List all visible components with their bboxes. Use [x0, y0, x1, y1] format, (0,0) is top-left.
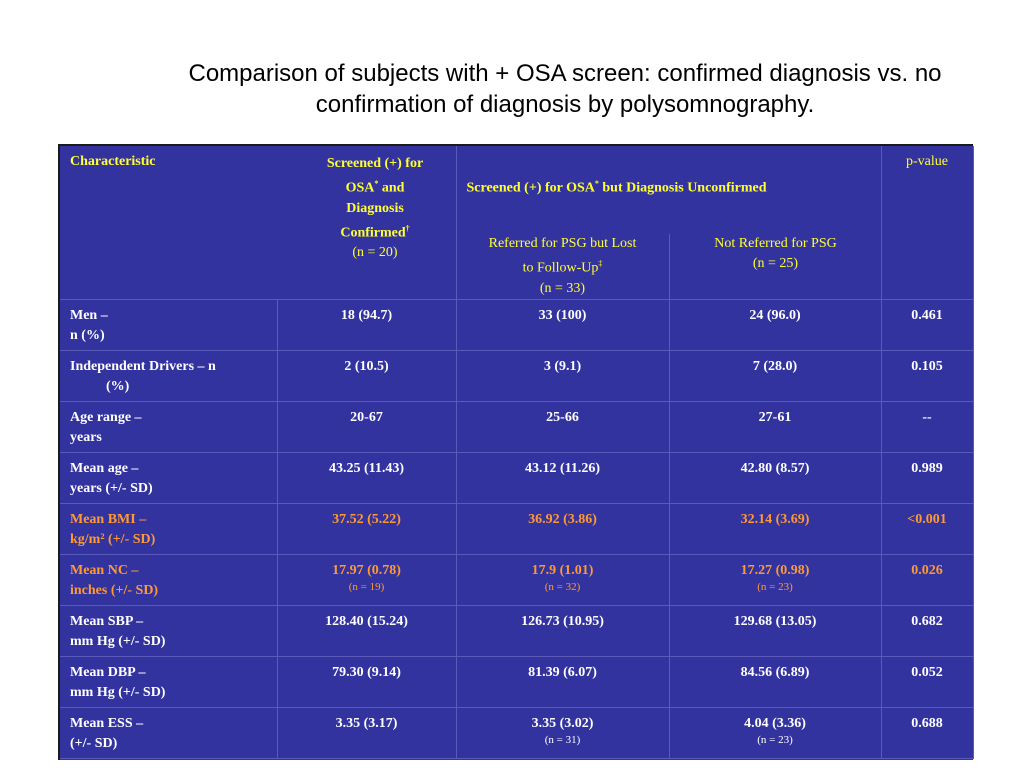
cell-lost: 81.39 (6.07) [528, 664, 597, 680]
table-row-highlight: Mean BMI – kg/m² (+/- SD) 37.52 (5.22) 36… [60, 503, 974, 555]
slide-title: Comparison of subjects with + OSA screen… [110, 58, 1020, 120]
cell-n: (n = 19) [348, 580, 385, 593]
header-lost-n: (n = 33) [539, 280, 586, 296]
header-confirmed-line4: Confirmed† [340, 223, 410, 241]
header-lost-line1: Referred for PSG but Lost [488, 236, 637, 251]
cell-n: (n = 31) [544, 733, 581, 746]
cell-confirmed: 18 (94.7) [340, 307, 393, 323]
cell-pvalue: -- [922, 409, 932, 425]
cell-pvalue: 0.989 [911, 460, 943, 476]
row-label: Men – n (%) [70, 307, 108, 343]
cell-confirmed: 17.97 (0.78) (n = 19) [278, 555, 456, 594]
cell-n: (n = 23) [757, 580, 793, 593]
cell-pvalue: 0.461 [911, 307, 943, 323]
cell-n: (n = 23) [757, 733, 793, 746]
cell-notref: 7 (28.0) [752, 358, 798, 374]
header-unconfirmed: Screened (+) for OSA* but Diagnosis Unco… [456, 146, 882, 300]
header-row: Characteristic Screened (+) for OSA* and… [60, 146, 974, 300]
cell-lost: 3 (9.1) [543, 358, 582, 374]
header-notref-line1: Not Referred for PSG [714, 236, 837, 251]
row-label: Mean DBP – mm Hg (+/- SD) [70, 664, 166, 700]
row-label: Mean BMI – kg/m² (+/- SD) [70, 511, 156, 547]
title-line-2: confirmation of diagnosis by polysomnogr… [315, 91, 815, 118]
cell-confirmed: 20-67 [350, 409, 383, 425]
cell-notref: 32.14 (3.69) [740, 511, 810, 527]
header-pvalue: p-value [906, 154, 948, 169]
header-characteristic-confirmed: Characteristic Screened (+) for OSA* and… [60, 146, 457, 300]
cell-pvalue: 0.688 [911, 715, 943, 731]
row-label: Independent Drivers – n (%) [70, 358, 216, 394]
row-label: Age range – years [70, 409, 142, 445]
cell-pvalue: 0.105 [911, 358, 943, 374]
header-confirmed-line1: Screened (+) for [326, 156, 424, 171]
header-lost-line2: to Follow-Up‡ [522, 259, 603, 276]
cell-pvalue: 0.052 [911, 664, 943, 680]
table-row: Mean ESS – (+/- SD) 3.35 (3.17) 3.35 (3.0… [60, 707, 974, 759]
header-confirmed-n: (n = 20) [352, 245, 398, 261]
cell-n: (n = 32) [544, 580, 581, 593]
table-row: Age range – years 20-67 25-66 27-61 -- [60, 401, 974, 453]
cell-pvalue: 0.026 [911, 562, 943, 578]
cell-confirmed: 128.40 (15.24) [325, 613, 408, 629]
cell-notref: 24 (96.0) [749, 307, 801, 323]
row-label: Mean NC – inches (+/- SD) [70, 562, 159, 598]
comparison-table: Characteristic Screened (+) for OSA* and… [58, 144, 974, 760]
row-label: Mean age – years (+/- SD) [70, 460, 153, 496]
cell-confirmed: 43.25 (11.43) [328, 460, 405, 476]
cell-notref: 4.04 (3.36) (n = 23) [670, 708, 881, 747]
row-label: Mean SBP – mm Hg (+/- SD) [70, 613, 166, 649]
cell-notref: 17.27 (0.98) (n = 23) [670, 555, 881, 594]
table-row: Men – n (%) 18 (94.7) 33 (100) 24 (96.0) … [60, 299, 974, 351]
header-notref-n: (n = 25) [752, 256, 799, 271]
cell-pvalue: 0.682 [911, 613, 943, 629]
cell-lost: 36.92 (3.86) [528, 511, 597, 527]
header-confirmed-line3: Diagnosis [346, 200, 404, 216]
title-line-1: Comparison of subjects with + OSA screen… [188, 60, 942, 87]
header-unconfirmed-title: Screened (+) for OSA* but Diagnosis Unco… [466, 179, 767, 196]
cell-lost: 43.12 (11.26) [524, 460, 601, 476]
cell-notref: 42.80 (8.57) [740, 460, 810, 476]
header-pvalue-cell: p-value [881, 146, 974, 300]
cell-lost: 126.73 (10.95) [521, 613, 604, 629]
cell-confirmed: 3.35 (3.17) [335, 715, 398, 731]
cell-notref: 129.68 (13.05) [733, 613, 817, 629]
cell-confirmed: 79.30 (9.14) [332, 664, 401, 680]
cell-lost: 17.9 (1.01) (n = 32) [457, 555, 669, 594]
table-row: Independent Drivers – n (%) 2 (10.5) 3 (9… [60, 350, 974, 402]
cell-lost: 33 (100) [538, 307, 587, 323]
header-confirmed: Screened (+) for OSA* and Diagnosis Conf… [295, 154, 455, 263]
table-row: Mean SBP – mm Hg (+/- SD) 128.40 (15.24) … [60, 605, 974, 657]
cell-lost: 25-66 [546, 409, 579, 425]
cell-notref: 27-61 [758, 409, 792, 425]
header-characteristic: Characteristic [70, 154, 156, 169]
cell-confirmed: 2 (10.5) [344, 358, 389, 374]
cell-confirmed: 37.52 (5.22) [332, 511, 401, 527]
table-row-highlight: Mean NC – inches (+/- SD) 17.97 (0.78) (n … [60, 554, 974, 606]
header-lost: Referred for PSG but Lost to Follow-Up‡ … [457, 234, 670, 299]
row-label: Mean ESS – (+/- SD) [70, 715, 144, 751]
table-row: Mean age – years (+/- SD) 43.25 (11.43) 4… [60, 452, 974, 504]
header-notref: Not Referred for PSG (n = 25) [670, 234, 882, 274]
table-row: Mean DBP – mm Hg (+/- SD) 79.30 (9.14) 81… [60, 656, 974, 708]
header-confirmed-line2: OSA* and [345, 179, 405, 196]
cell-pvalue: <0.001 [907, 511, 947, 527]
cell-lost: 3.35 (3.02) (n = 31) [457, 708, 669, 747]
cell-notref: 84.56 (6.89) [740, 664, 810, 680]
